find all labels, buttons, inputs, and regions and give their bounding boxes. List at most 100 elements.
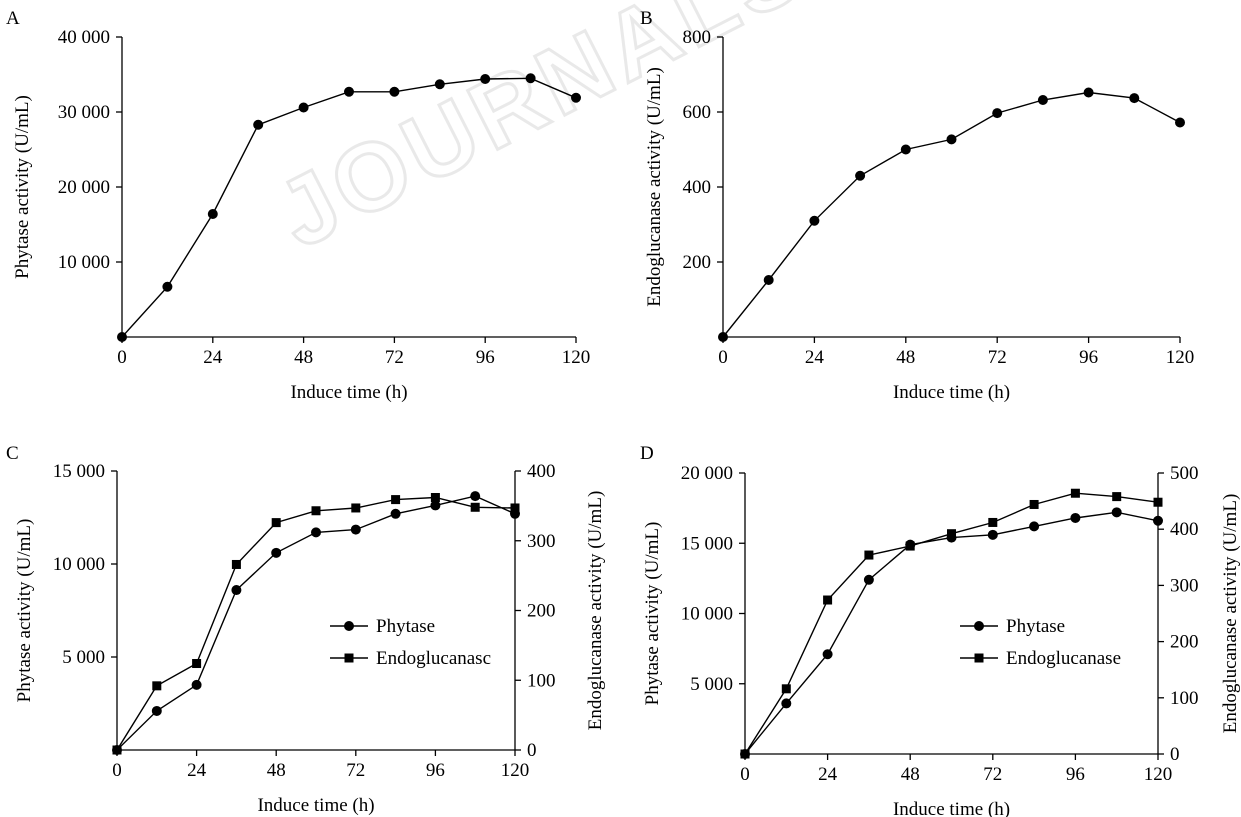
- legend-label: Endoglucanasc: [376, 648, 491, 669]
- data-point: [823, 649, 833, 659]
- panel-letter: D: [640, 443, 654, 464]
- legend-marker: [344, 621, 354, 631]
- x-tick-label: 0: [117, 347, 127, 368]
- x-tick-label: 120: [1166, 347, 1195, 368]
- series-phytase: [740, 507, 1163, 759]
- data-point: [232, 560, 241, 569]
- y2-tick-label: 400: [1170, 519, 1199, 540]
- x-tick-label: 48: [294, 347, 313, 368]
- y2-tick-label: 100: [1170, 688, 1199, 709]
- data-point: [782, 684, 791, 693]
- data-point: [947, 529, 956, 538]
- data-point: [1153, 516, 1163, 526]
- x-tick-label: 48: [896, 347, 915, 368]
- data-point: [901, 145, 911, 155]
- x-axis-label: Induce time (h): [893, 382, 1010, 403]
- data-point: [391, 509, 401, 519]
- data-point: [781, 698, 791, 708]
- y2-axis-label: Endoglucanase activity (U/mL): [1220, 494, 1241, 734]
- x-tick-label: 72: [346, 760, 365, 781]
- legend-marker: [975, 654, 984, 663]
- data-point: [231, 585, 241, 595]
- legend: Phytase Endoglucanasc: [330, 616, 491, 669]
- data-point: [1084, 88, 1094, 98]
- data-point: [1029, 521, 1039, 531]
- y2-axis-label: Endoglucanase activity (U/mL): [585, 491, 606, 731]
- data-point: [906, 542, 915, 551]
- data-point: [511, 503, 520, 512]
- x-tick-label: 24: [805, 347, 825, 368]
- data-point: [1154, 498, 1163, 507]
- y-tick-label: 10 000: [58, 252, 110, 273]
- x-tick-label: 120: [562, 347, 591, 368]
- y-tick-label: 15 000: [53, 461, 105, 482]
- data-point: [741, 750, 750, 759]
- x-tick-label: 48: [901, 764, 920, 785]
- data-point: [471, 503, 480, 512]
- legend-marker: [345, 654, 354, 663]
- y-tick-label: 30 000: [58, 102, 110, 123]
- data-point: [351, 503, 360, 512]
- y-tick-label: 20 000: [681, 463, 733, 484]
- data-point: [113, 746, 122, 755]
- x-tick-label: 0: [740, 764, 750, 785]
- data-point: [480, 74, 490, 84]
- legend-label: Phytase: [376, 616, 435, 637]
- y2-tick-label: 0: [1170, 744, 1180, 765]
- y-tick-label: 15 000: [681, 533, 733, 554]
- legend-label: Endoglucanase: [1006, 648, 1121, 669]
- y-axis-label: Phytase activity (U/mL): [642, 522, 663, 706]
- series-endoglucanase: [741, 489, 1163, 759]
- y-tick-label: 10 000: [681, 604, 733, 625]
- chart-panel-b: B0 24 48 72 96 120200400600800Induce time (h)…: [640, 8, 1194, 403]
- panel-letter: C: [6, 443, 19, 464]
- x-tick-label: 24: [818, 764, 838, 785]
- data-point: [571, 93, 581, 103]
- data-point: [435, 79, 445, 89]
- data-point: [988, 518, 997, 527]
- data-point: [470, 491, 480, 501]
- x-tick-label: 0: [112, 760, 122, 781]
- data-point: [311, 527, 321, 537]
- x-tick-label: 72: [983, 764, 1002, 785]
- y2-tick-label: 300: [527, 531, 556, 552]
- x-tick-label: 120: [1144, 764, 1173, 785]
- x-tick-label: 96: [476, 347, 495, 368]
- data-point: [192, 659, 201, 668]
- data-point: [992, 108, 1002, 118]
- data-point: [208, 209, 218, 219]
- chart-panel-c: C 0 24 48 72 96 120 5 000 10 000 15 000 0 100 200 300…: [6, 443, 606, 816]
- x-tick-label: 24: [203, 347, 223, 368]
- y-tick-label: 10 000: [53, 554, 105, 575]
- y2-tick-label: 200: [1170, 632, 1199, 653]
- data-point: [526, 73, 536, 83]
- data-point: [823, 596, 832, 605]
- series-1: [718, 88, 1185, 343]
- data-point: [864, 575, 874, 585]
- data-point: [299, 103, 309, 113]
- data-point: [344, 87, 354, 97]
- y-tick-label: 800: [683, 27, 712, 48]
- data-point: [152, 681, 161, 690]
- data-point: [351, 525, 361, 535]
- y-tick-label: 5 000: [62, 647, 105, 668]
- data-point: [718, 332, 728, 342]
- data-point: [1071, 489, 1080, 498]
- data-point: [1112, 507, 1122, 517]
- panel-letter: A: [6, 8, 20, 29]
- y2-tick-label: 400: [527, 461, 556, 482]
- y-tick-label: 5 000: [690, 674, 733, 695]
- panel-letter: B: [640, 8, 653, 29]
- watermark: JOURNALS.IM: [261, 0, 958, 269]
- y2-tick-label: 0: [527, 740, 537, 761]
- y-tick-label: 200: [683, 252, 712, 273]
- data-point: [947, 134, 957, 144]
- y-tick-label: 600: [683, 102, 712, 123]
- series-phytase: [112, 491, 520, 755]
- x-tick-label: 96: [1079, 347, 1098, 368]
- y-tick-label: 40 000: [58, 27, 110, 48]
- y2-tick-label: 200: [527, 601, 556, 622]
- x-axis-label: Induce time (h): [257, 795, 374, 816]
- x-tick-label: 24: [187, 760, 207, 781]
- y2-tick-label: 500: [1170, 463, 1199, 484]
